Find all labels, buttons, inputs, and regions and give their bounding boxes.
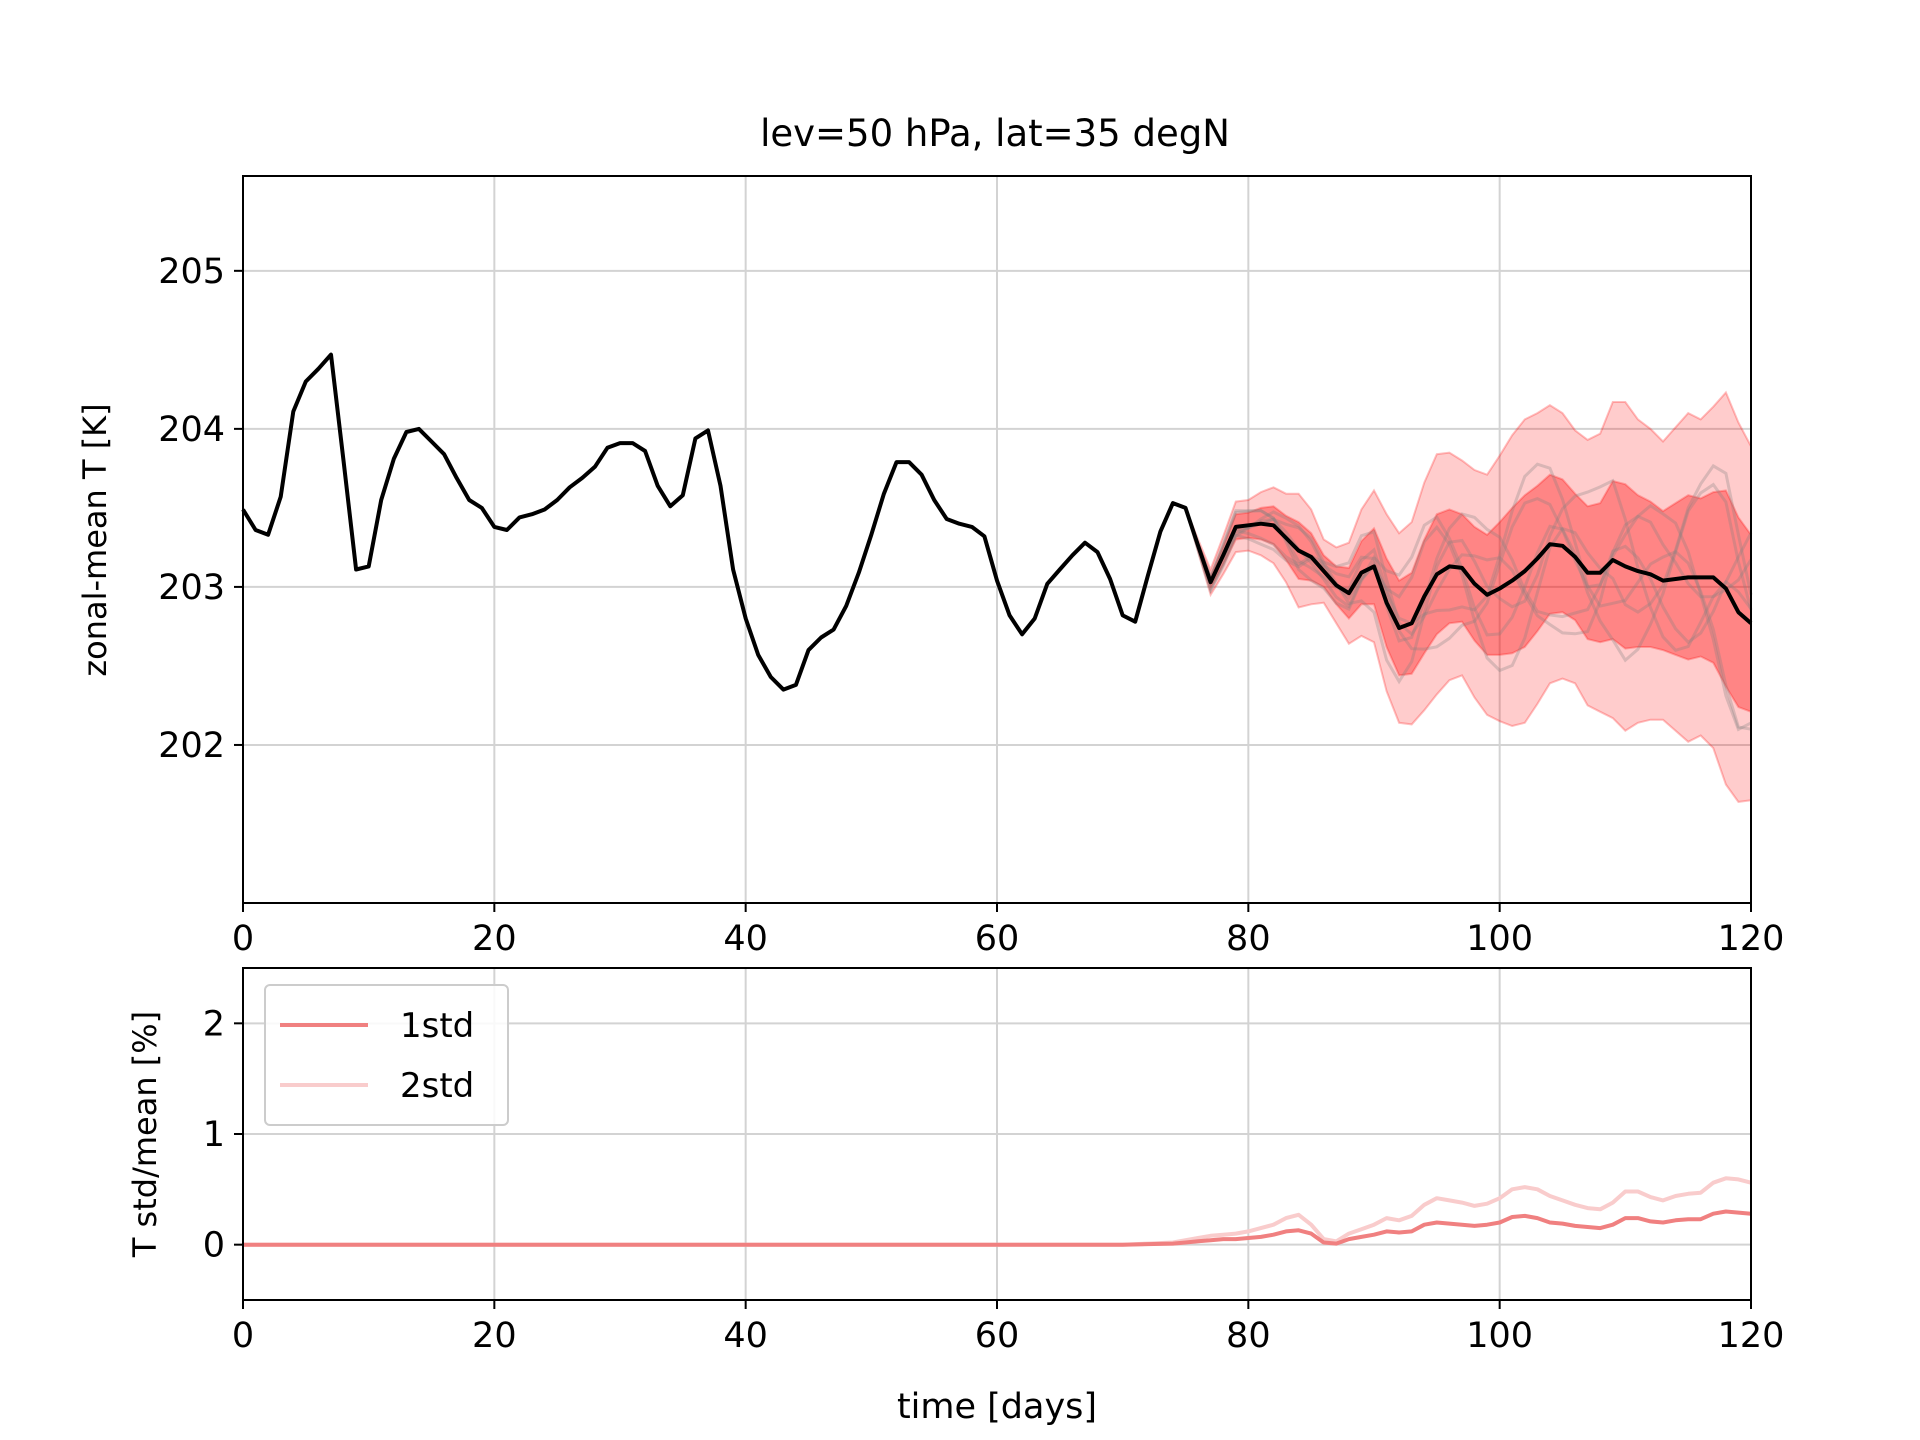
bottom-chart-x-tick-label: 120 [1718, 1316, 1785, 1356]
legend-label-1std: 1std [400, 1006, 474, 1046]
bottom-chart-x-tick-label: 20 [472, 1316, 517, 1356]
ensemble-member-line [1184, 507, 1753, 637]
bottom-chart-y-tick-label: 1 [203, 1115, 225, 1155]
bottom-chart-series-lines [243, 1176, 1752, 1247]
mean-temperature-line [241, 352, 1753, 692]
legend-box [264, 984, 509, 1126]
bottom-chart-y-axis-label: T std/mean [%] [126, 1011, 164, 1258]
bottom-chart-x-ticks: 0 20 40 60 80 100 120 [232, 1300, 1785, 1356]
series-line-1std [243, 1209, 1752, 1247]
ensemble-member-line [1184, 507, 1753, 645]
ensemble-member-line [1184, 482, 1753, 663]
bottom-chart-x-tick-label: 0 [232, 1316, 254, 1356]
top-chart-x-tick-label: 80 [1226, 919, 1271, 959]
top-chart-mean-line [241, 352, 1753, 692]
top-chart-x-tick-label: 20 [472, 919, 517, 959]
top-chart-y-tick-label: 205 [158, 252, 225, 292]
series-line-2std [243, 1176, 1752, 1247]
bottom-chart-x-axis-label: time [days] [897, 1387, 1097, 1427]
bottom-chart-y-tick-label: 0 [203, 1226, 225, 1266]
bottom-chart-y-ticks: 0 1 2 [203, 1004, 243, 1266]
top-chart-x-tick-label: 40 [723, 919, 768, 959]
top-chart-x-ticks: 0 20 40 60 80 100 120 [232, 903, 1785, 959]
top-chart-y-tick-label: 202 [158, 726, 225, 766]
top-chart-ensemble-members [1184, 462, 1753, 732]
top-chart-x-tick-label: 60 [975, 919, 1020, 959]
top-chart-y-tick-label: 204 [158, 410, 225, 450]
top-chart-x-tick-label: 100 [1466, 919, 1533, 959]
top-chart-x-tick-label: 120 [1718, 919, 1785, 959]
legend-label-2std: 2std [400, 1066, 474, 1106]
top-chart-y-axis-label: zonal-mean T [K] [76, 403, 114, 676]
bottom-chart-x-tick-label: 100 [1466, 1316, 1533, 1356]
bottom-chart-x-tick-label: 60 [975, 1316, 1020, 1356]
top-chart-y-ticks: 202 203 204 205 [158, 252, 243, 766]
bottom-chart-y-tick-label: 2 [203, 1004, 225, 1044]
top-chart-x-tick-label: 0 [232, 919, 254, 959]
bottom-chart-x-tick-label: 80 [1226, 1316, 1271, 1356]
ensemble-member-line [1184, 463, 1753, 673]
legend: 1std 2std [264, 984, 509, 1126]
ensemble-member-line [1184, 478, 1753, 685]
bottom-chart-x-tick-label: 40 [723, 1316, 768, 1356]
top-chart-y-tick-label: 203 [158, 568, 225, 608]
top-chart-title: lev=50 hPa, lat=35 degN [760, 112, 1230, 155]
